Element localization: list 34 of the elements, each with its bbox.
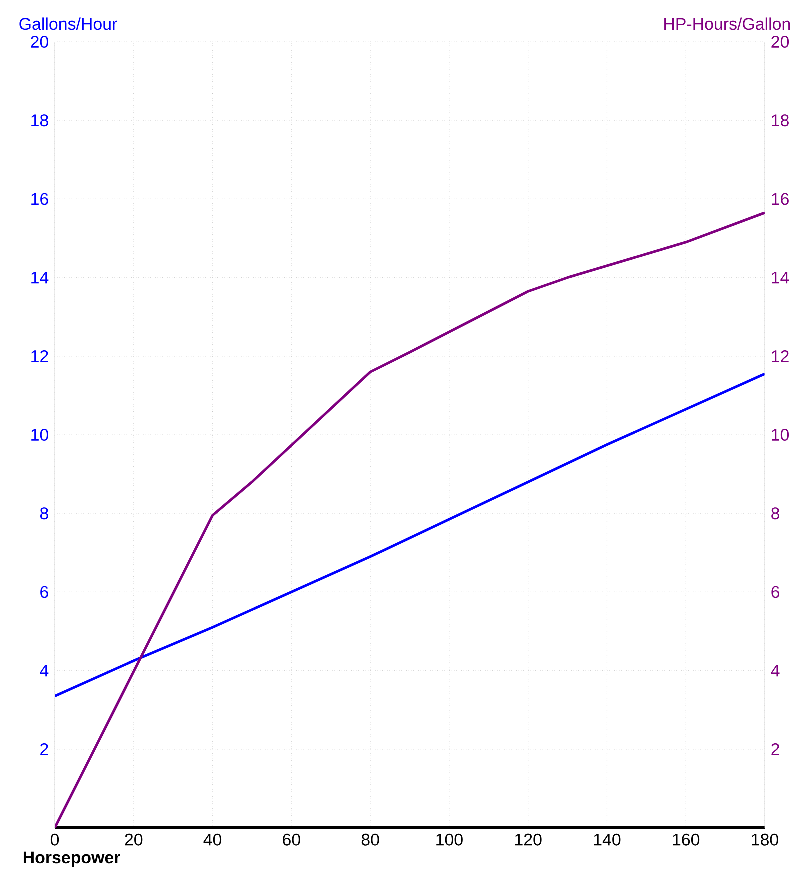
y2-tick-label: 4	[771, 664, 780, 677]
y2-tick-label: 14	[772, 272, 790, 284]
y-tick-label: 18	[32, 114, 48, 127]
y-tick-label: 6	[40, 586, 48, 598]
y-tick-label: 16	[32, 193, 48, 206]
line-series	[55, 212, 766, 828]
y-tick-label: 10	[32, 429, 48, 441]
x-tick-label: 120	[516, 834, 542, 846]
y-tick-label: 12	[32, 350, 48, 362]
x-tick-label: 40	[204, 834, 222, 846]
y-tick-label: 20	[31, 36, 48, 48]
x-axis-title: Horsepower	[24, 852, 120, 868]
y2-tick-label: 16	[772, 193, 789, 206]
y2-tick-label: 10	[772, 429, 790, 441]
y-tick-label: 8	[40, 508, 48, 520]
y2-tick-label: 6	[772, 586, 780, 598]
x-tick-label: 0	[50, 834, 60, 846]
y-axis-title: Gallons/Hour	[20, 18, 118, 30]
y2-tick-label: 18	[772, 114, 789, 127]
y-tick-label: 14	[32, 272, 49, 284]
y-tick-label: 2	[40, 743, 48, 756]
x-tick-label: 140	[594, 834, 621, 846]
y2-tick-label: 20	[772, 36, 790, 48]
x-tick-label: 80	[362, 834, 380, 846]
y2-tick-label: 8	[772, 508, 780, 520]
y2-tick-label: 12	[772, 350, 789, 362]
y2-tick-label: 2	[772, 743, 780, 756]
x-tick-label: 60	[283, 834, 300, 846]
x-tick-label: 100	[436, 834, 463, 846]
y2-axis-title: HP-Hours/Gallon	[664, 18, 790, 30]
x-tick-label: 180	[752, 834, 778, 846]
y-tick-label: 4	[40, 664, 49, 677]
x-tick-label: 20	[125, 834, 143, 846]
x-tick-label: 160	[673, 834, 700, 846]
